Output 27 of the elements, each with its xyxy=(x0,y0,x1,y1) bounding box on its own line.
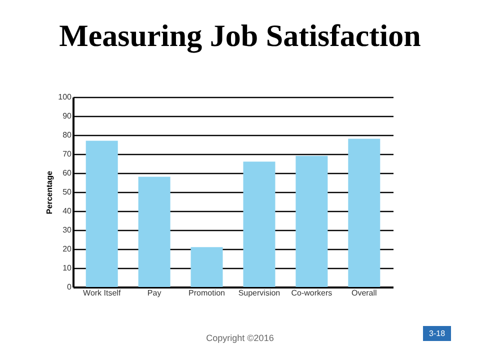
bar xyxy=(348,138,380,287)
y-tick-label: 100 xyxy=(58,92,72,102)
bar xyxy=(138,176,170,287)
y-axis-title: Percentage xyxy=(45,170,54,214)
x-tick-label: Overall xyxy=(351,288,378,298)
y-tick-label: 60 xyxy=(62,168,72,178)
bar xyxy=(296,156,328,287)
x-tick-label: Pay xyxy=(147,288,162,298)
bar xyxy=(243,162,276,287)
x-tick-label: Work Itself xyxy=(83,288,122,298)
y-tick-label: 50 xyxy=(62,188,72,196)
bar xyxy=(190,247,223,287)
x-tick-label: Co-workers xyxy=(291,288,332,298)
text: 3-18 xyxy=(423,326,452,341)
text: Copyright ©2016 xyxy=(206,333,274,343)
x-tick-label: Promotion xyxy=(188,288,226,298)
y-tick-label: 90 xyxy=(62,112,72,120)
chart-title: Measuring Job Satisfaction xyxy=(58,18,422,54)
y-tick-label: 40 xyxy=(62,206,72,216)
x-tick-label: Supervision xyxy=(238,288,280,298)
bar xyxy=(86,140,118,287)
y-tick-label: 30 xyxy=(62,226,72,234)
y-tick-label: 20 xyxy=(62,244,72,254)
y-tick-label: 70 xyxy=(62,150,72,158)
y-tick-label: 80 xyxy=(62,130,72,140)
y-tick-label: 10 xyxy=(62,264,72,272)
y-tick-label: 0 xyxy=(67,282,72,292)
